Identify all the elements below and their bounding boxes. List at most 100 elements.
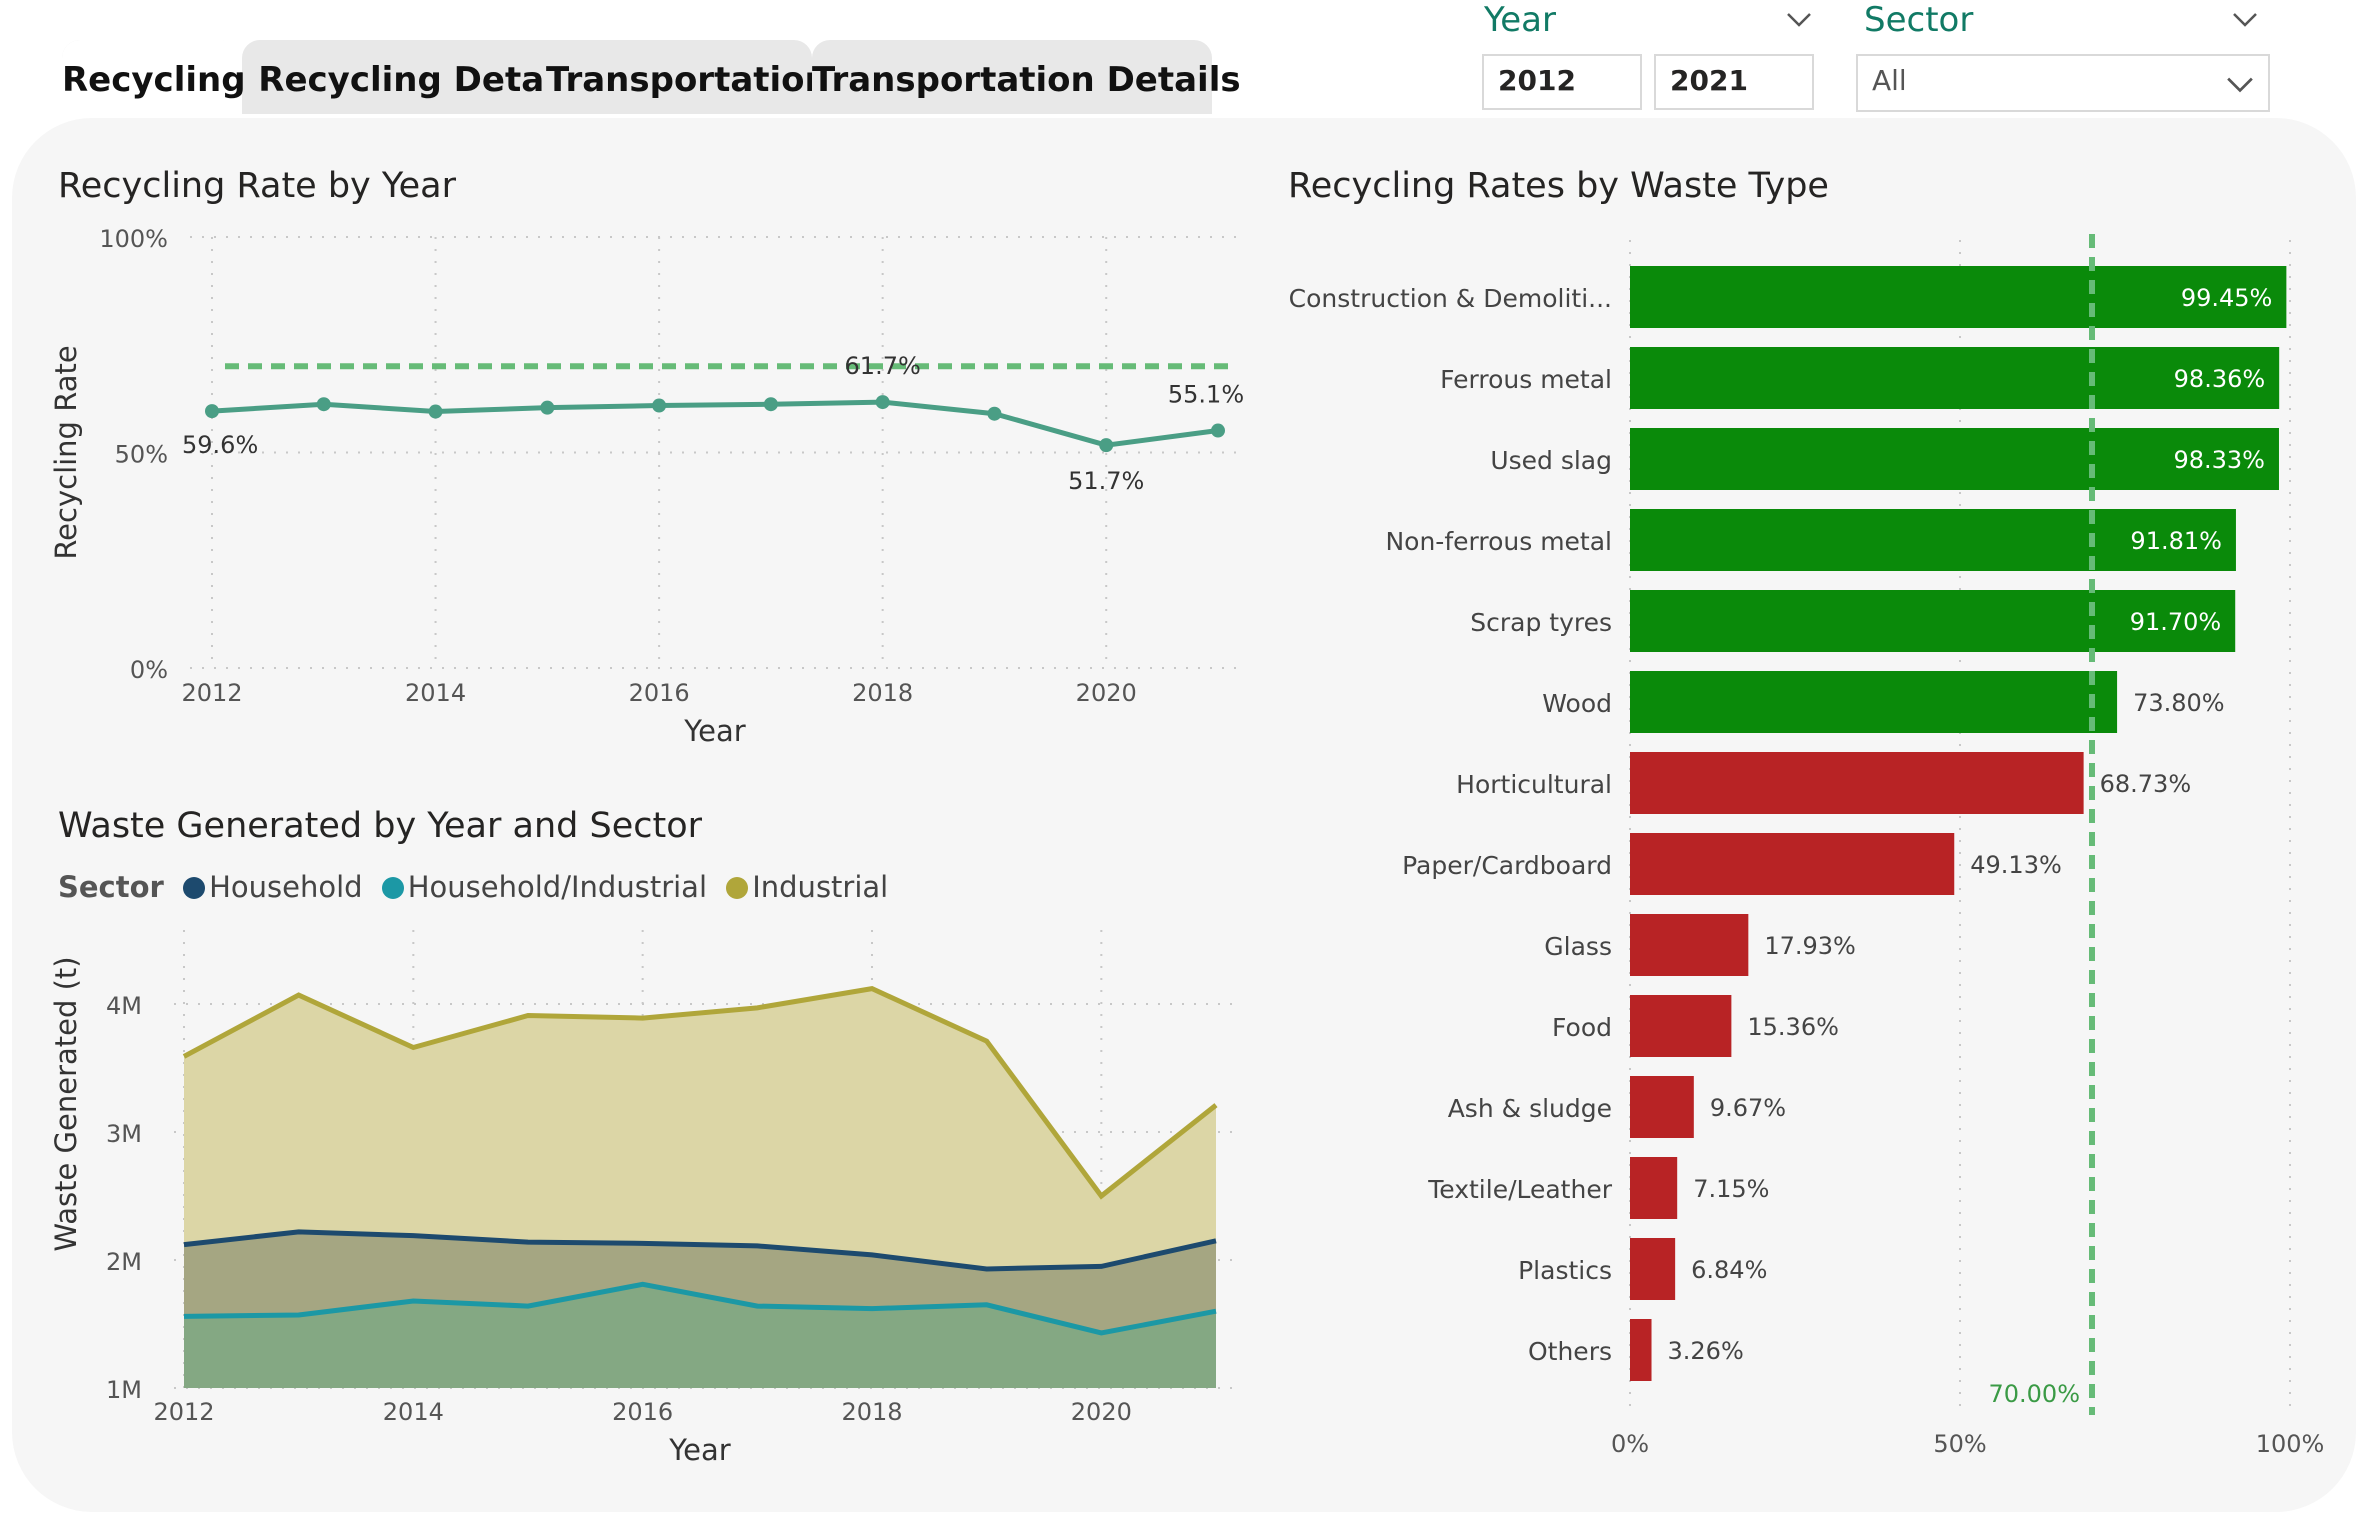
- sector-dropdown[interactable]: All: [1856, 54, 2270, 112]
- legend-title: Sector: [58, 870, 164, 904]
- category-label: Non-ferrous metal: [1385, 527, 1612, 556]
- tab-recycling-active[interactable]: Recycling: [62, 40, 246, 114]
- waste-generated-area-chart[interactable]: 1M 2M 3M 4M 2012 2014 2016 2018 2020 Year Waste Ge…: [40, 920, 1260, 1480]
- area-chart-title: Waste Generated by Year and Sector: [58, 806, 703, 846]
- y-tick-label: 50%: [115, 441, 168, 469]
- data-label: 3.26%: [1668, 1337, 1744, 1365]
- tab-recycling-details[interactable]: Recycling Details: [242, 40, 604, 114]
- waste-type-bar-chart[interactable]: 0% 50% 100% Construction & Demoliti... 99.45…: [1260, 220, 2340, 1480]
- data-point: [1211, 423, 1225, 438]
- target-label: 70.00%: [1988, 1380, 2080, 1408]
- tab-transportation-details[interactable]: Transportation Details: [812, 40, 1241, 114]
- data-point: [316, 397, 331, 412]
- category-label: Glass: [1544, 932, 1612, 961]
- bar: [1630, 1238, 1676, 1300]
- category-label: Horticultural: [1456, 770, 1612, 799]
- y-tick-label: 0%: [130, 656, 168, 684]
- x-tick-label: 0%: [1611, 1430, 1649, 1458]
- series-line-household-industrial: [183, 1281, 1217, 1336]
- category-label: Plastics: [1518, 1256, 1612, 1285]
- y-axis-title: Recycling Rate: [49, 345, 83, 559]
- sector-chevron-down-icon[interactable]: [2232, 6, 2258, 32]
- data-label: 73.80%: [2133, 689, 2225, 717]
- x-tick-label: 2020: [1071, 1398, 1132, 1426]
- sector-dropdown-value: All: [1872, 64, 1907, 97]
- bar: [1630, 347, 2280, 409]
- bar: [1630, 1319, 1652, 1381]
- x-tick-label: 50%: [1933, 1430, 1986, 1458]
- x-tick-label: 2014: [383, 1398, 444, 1426]
- data-point: [428, 404, 443, 419]
- category-label: Used slag: [1490, 446, 1612, 475]
- data-label: 98.36%: [2174, 365, 2266, 393]
- x-tick-label: 2020: [1076, 679, 1137, 707]
- category-label: Wood: [1542, 689, 1612, 718]
- data-label: 59.6%: [182, 431, 258, 459]
- x-axis-title: Year: [668, 1433, 730, 1467]
- legend-item-household-industrial[interactable]: Household/Industrial: [381, 870, 707, 904]
- category-label: Food: [1552, 1013, 1612, 1042]
- data-label: 68.73%: [2100, 770, 2192, 798]
- bar: [1630, 995, 1732, 1057]
- line-chart-title: Recycling Rate by Year: [58, 166, 456, 206]
- y-tick-label: 3M: [106, 1120, 142, 1148]
- bar: [1630, 914, 1749, 976]
- bar: [1630, 833, 1955, 895]
- category-label: Others: [1528, 1337, 1612, 1366]
- x-tick-label: 2018: [841, 1398, 902, 1426]
- legend-item-industrial[interactable]: Industrial: [726, 870, 888, 904]
- data-label: 7.15%: [1693, 1175, 1769, 1203]
- x-tick-label: 2016: [612, 1398, 673, 1426]
- data-label: 9.67%: [1710, 1094, 1786, 1122]
- data-label: 55.1%: [1168, 381, 1244, 409]
- year-to-input[interactable]: 2021: [1654, 54, 1814, 110]
- series-line-industrial: [182, 986, 1218, 1200]
- tab-transportation[interactable]: Transportation: [546, 40, 829, 114]
- household-dot-icon: [183, 877, 206, 899]
- series-line-household: [183, 1229, 1217, 1272]
- legend-item-household[interactable]: Household: [183, 870, 363, 904]
- year-slicer-title: Year: [1484, 0, 1556, 40]
- y-tick-label: 1M: [106, 1376, 142, 1404]
- bar: [1630, 671, 2118, 733]
- household-industrial-dot-icon: [381, 877, 404, 899]
- category-label: Ferrous metal: [1440, 365, 1612, 394]
- data-label: 99.45%: [2181, 284, 2273, 312]
- x-axis-title: Year: [683, 714, 745, 748]
- bar: [1630, 590, 2236, 652]
- y-tick-label: 2M: [106, 1248, 142, 1276]
- bar: [1630, 428, 2279, 490]
- year-chevron-down-icon[interactable]: [1786, 6, 1812, 32]
- data-label: 15.36%: [1747, 1013, 1839, 1041]
- data-label: 98.33%: [2173, 446, 2265, 474]
- area-chart-legend: Sector Household Household/Industrial In…: [58, 870, 898, 904]
- recycling-rate-series-line: [211, 399, 1219, 448]
- data-point: [763, 397, 778, 412]
- category-label: Scrap tyres: [1470, 608, 1612, 637]
- data-point: [652, 398, 667, 413]
- recycling-rate-line-chart[interactable]: 0% 50% 100% 2012 2014 2016 2018 2020 59.6% 61.7% 5…: [40, 215, 1260, 765]
- category-label: Textile/Leather: [1427, 1175, 1612, 1204]
- data-label: 61.7%: [845, 352, 921, 380]
- category-label: Paper/Cardboard: [1402, 851, 1612, 880]
- data-label: 6.84%: [1691, 1256, 1767, 1284]
- data-label: 91.70%: [2130, 608, 2222, 636]
- bar: [1630, 752, 2084, 814]
- data-point: [875, 395, 890, 410]
- data-label: 17.93%: [1764, 932, 1856, 960]
- industrial-dot-icon: [726, 877, 749, 899]
- y-axis-title: Waste Generated (t): [49, 956, 83, 1251]
- category-label: Ash & sludge: [1448, 1094, 1612, 1123]
- bar-chart-title: Recycling Rates by Waste Type: [1288, 166, 1829, 206]
- bar: [1630, 266, 2287, 328]
- data-label: 51.7%: [1068, 467, 1144, 495]
- data-label: 49.13%: [1970, 851, 2062, 879]
- data-point: [540, 400, 555, 415]
- data-point: [1099, 438, 1114, 453]
- x-tick-label: 2012: [153, 1398, 214, 1426]
- x-tick-label: 2018: [852, 679, 913, 707]
- x-tick-label: 2012: [181, 679, 242, 707]
- data-point: [205, 404, 219, 419]
- bar: [1630, 1076, 1694, 1138]
- year-from-input[interactable]: 2012: [1482, 54, 1642, 110]
